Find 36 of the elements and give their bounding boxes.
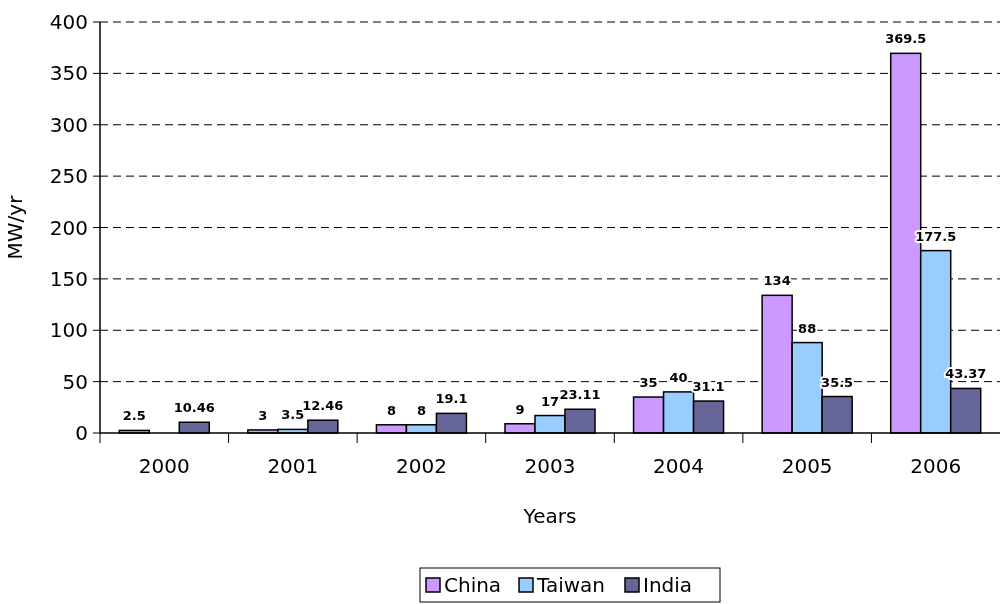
x-axis-title: Years <box>522 504 577 528</box>
data-label: 12.46 <box>302 398 344 414</box>
data-label: 3 <box>258 407 268 423</box>
legend-label: India <box>643 573 693 597</box>
y-tick-label: 0 <box>75 421 88 445</box>
data-label: 17 <box>540 393 560 409</box>
y-tick-label: 100 <box>49 318 88 343</box>
y-axis-title: MW/yr <box>3 194 27 260</box>
x-tick-label: 2006 <box>910 454 962 478</box>
y-tick-label: 400 <box>49 10 88 34</box>
legend-label: China <box>444 573 502 597</box>
x-tick-label: 2004 <box>653 454 705 478</box>
data-label: 23.11 <box>559 387 601 403</box>
legend-label: Taiwan <box>536 573 606 597</box>
data-label: 35 <box>639 375 658 391</box>
y-tick-label: 250 <box>49 164 88 189</box>
y-tick-label: 350 <box>49 61 88 86</box>
data-label: 10.46 <box>173 400 215 416</box>
x-tick-label: 2000 <box>138 454 190 478</box>
data-label: 2.5 <box>122 408 146 424</box>
y-tick-label: 200 <box>49 215 88 240</box>
x-tick-label: 2001 <box>267 454 319 478</box>
x-tick-label: 2005 <box>781 454 833 478</box>
data-label: 8 <box>386 402 396 418</box>
y-tick-label: 150 <box>49 266 88 291</box>
data-label: 8 <box>416 402 426 418</box>
data-label: 9 <box>515 401 525 417</box>
data-label: 40 <box>669 369 688 385</box>
data-label: 19.1 <box>435 391 468 407</box>
x-tick-label: 2003 <box>524 454 576 478</box>
data-label: 31.1 <box>692 379 725 395</box>
data-label: 369.5 <box>885 31 927 47</box>
data-label: 88 <box>798 320 817 336</box>
x-tick-label: 2002 <box>395 454 447 478</box>
y-tick-label: 50 <box>62 369 88 394</box>
y-tick-label: 300 <box>49 112 88 137</box>
